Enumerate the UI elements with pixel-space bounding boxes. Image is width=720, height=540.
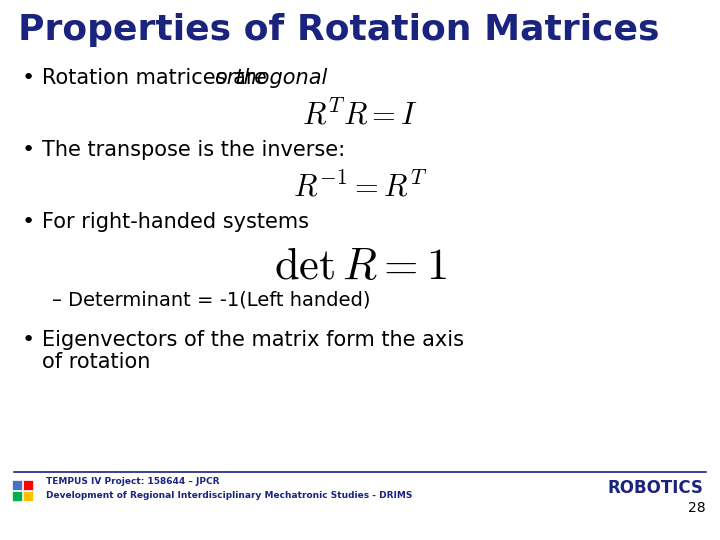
Text: Rotation matrices are: Rotation matrices are [42,68,274,88]
Bar [12,480,22,490]
Text: Eigenvectors of the matrix form the axis: Eigenvectors of the matrix form the axis [42,330,464,350]
Text: •: • [22,330,35,350]
Bar [12,491,22,501]
Text: •: • [22,68,35,88]
Text: – Determinant = -1(Left handed): – Determinant = -1(Left handed) [52,291,371,309]
Text: 28: 28 [688,501,706,515]
Text: •: • [22,140,35,160]
Text: of rotation: of rotation [42,352,150,372]
Bar [23,480,33,490]
Text: For right-handed systems: For right-handed systems [42,212,309,232]
Text: ROBOTICS: ROBOTICS [607,479,703,497]
Text: $R^{-1} = R^T$: $R^{-1} = R^T$ [293,172,427,202]
Text: TEMPUS IV Project: 158644 – JPCR: TEMPUS IV Project: 158644 – JPCR [46,477,220,487]
Text: orthogonal: orthogonal [214,68,328,88]
Text: $\mathrm{det}\, R = 1$: $\mathrm{det}\, R = 1$ [274,246,446,288]
Bar [23,491,33,501]
Text: Properties of Rotation Matrices: Properties of Rotation Matrices [18,13,660,47]
Text: The transpose is the inverse:: The transpose is the inverse: [42,140,345,160]
Text: •: • [22,212,35,232]
Text: $R^T R = I$: $R^T R = I$ [302,99,418,131]
Text: Development of Regional Interdisciplinary Mechatronic Studies - DRIMS: Development of Regional Interdisciplinar… [46,491,413,501]
